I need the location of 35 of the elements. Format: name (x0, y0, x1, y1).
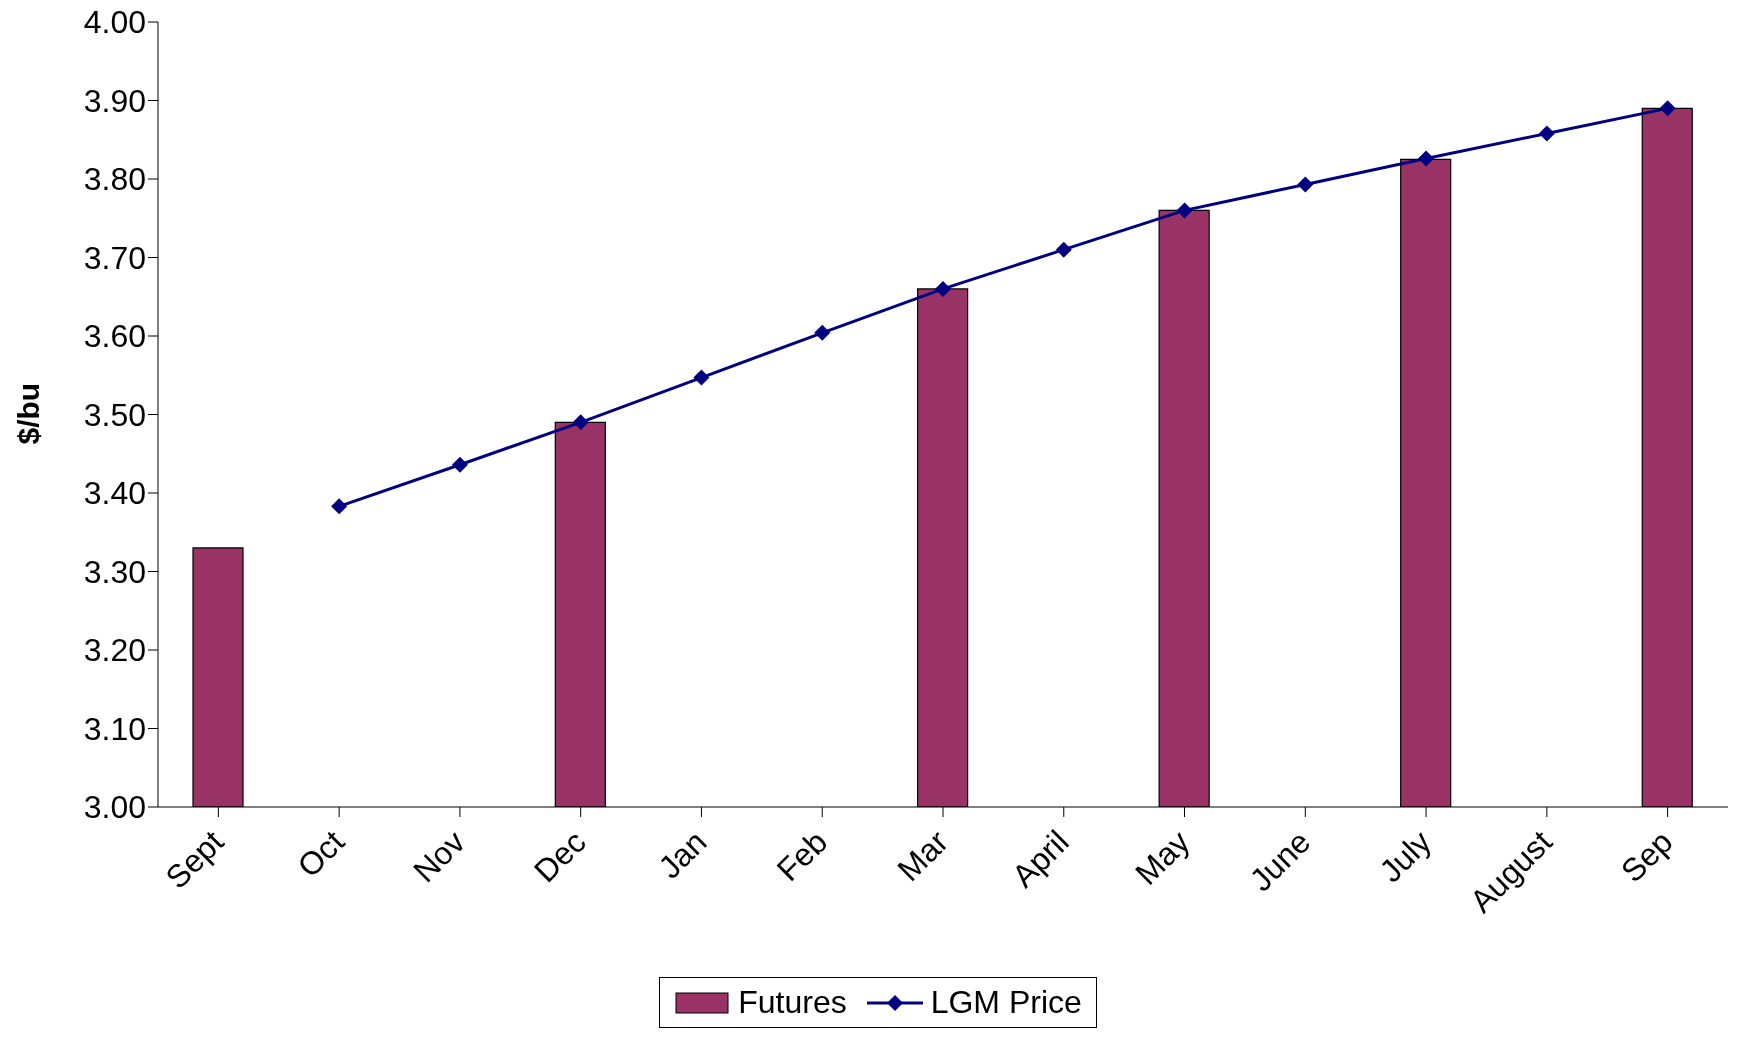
x-tick-label: Mar (890, 823, 956, 888)
y-tick-label: 3.80 (83, 161, 146, 198)
y-tick-label: 4.00 (83, 4, 146, 41)
y-tick-label: 3.90 (83, 82, 146, 119)
x-tick-label: Oct (290, 823, 352, 885)
y-tick-label: 3.00 (83, 789, 146, 826)
point (572, 414, 589, 431)
x-tick-label: May (1128, 823, 1197, 892)
y-tick-label: 3.50 (83, 396, 146, 433)
point (693, 369, 710, 386)
y-tick-label: 3.20 (83, 632, 146, 669)
point (1055, 241, 1072, 258)
point (331, 498, 348, 515)
y-tick-label: 3.70 (83, 239, 146, 276)
y-tick-label: 3.10 (83, 710, 146, 747)
legend-label: Futures (738, 984, 847, 1021)
point (1418, 150, 1435, 167)
point (935, 280, 951, 297)
point (451, 456, 468, 473)
y-tick-label: 3.40 (83, 475, 146, 512)
x-tick-label: Nov (406, 823, 472, 890)
x-tick-label: July (1372, 823, 1439, 890)
y-tick-label: 3.60 (83, 318, 146, 355)
point (1659, 100, 1676, 117)
point (1297, 176, 1314, 193)
legend-label: LGM Price (930, 984, 1082, 1021)
point (814, 324, 831, 341)
point (1176, 202, 1193, 219)
point (1538, 125, 1555, 142)
x-tick-label: Feb (769, 823, 835, 889)
y-axis-title: $/bu (11, 382, 45, 445)
y-tick-label: 3.30 (83, 553, 146, 590)
x-tick-label: Jan (651, 823, 714, 886)
x-tick-label: Dec (527, 823, 593, 890)
x-tick-label: Sep (1613, 823, 1680, 890)
